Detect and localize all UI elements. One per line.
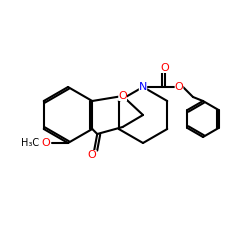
Text: N: N [139,82,147,92]
Text: O: O [160,63,170,73]
Text: O: O [88,150,96,160]
Text: H₃C: H₃C [21,138,39,148]
Text: O: O [118,91,127,101]
Text: O: O [174,82,184,92]
Text: O: O [42,138,50,148]
